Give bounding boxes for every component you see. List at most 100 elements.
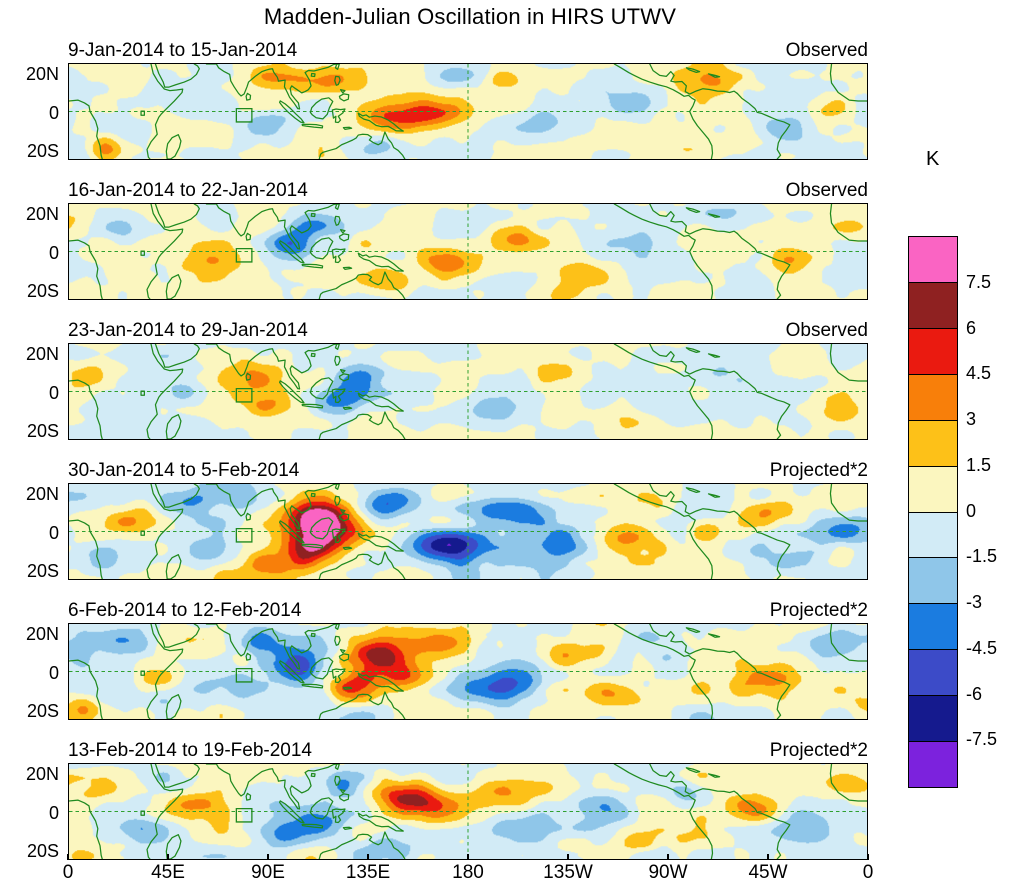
panel-date-range: 16-Jan-2014 to 22-Jan-2014 bbox=[68, 180, 308, 201]
coastline-path bbox=[335, 776, 340, 785]
coastline-path bbox=[332, 669, 345, 682]
coastline-path bbox=[335, 356, 340, 365]
coastline-path bbox=[709, 354, 720, 357]
colorbar-tick-label: -7.5 bbox=[966, 729, 998, 750]
x-axis-tick-label: 135E bbox=[345, 862, 391, 883]
coastline-path bbox=[246, 793, 250, 800]
panel-header: 16-Jan-2014 to 22-Jan-2014 Observed bbox=[68, 176, 868, 203]
y-axis-tick-label: 20N bbox=[25, 623, 59, 644]
coastline-path bbox=[335, 204, 339, 209]
x-axis-tick-label: 90W bbox=[648, 862, 688, 883]
x-axis-tick bbox=[767, 854, 769, 860]
coastline-path bbox=[206, 204, 278, 236]
coastline-path bbox=[737, 793, 790, 859]
panel-date-range: 13-Feb-2014 to 19-Feb-2014 bbox=[68, 740, 312, 761]
map-area: 20N 0 20S bbox=[26, 203, 868, 301]
coastline-path bbox=[280, 521, 304, 543]
colorbar-band bbox=[909, 695, 957, 742]
coastline-path bbox=[830, 64, 867, 159]
map-overlay bbox=[69, 344, 867, 439]
coastline-path bbox=[246, 653, 250, 660]
coastline-path bbox=[166, 135, 181, 159]
coastline-path bbox=[290, 624, 337, 669]
panel-header: 13-Feb-2014 to 19-Feb-2014 Projected*2 bbox=[68, 736, 868, 763]
coastline-path bbox=[141, 111, 144, 115]
coastline-path bbox=[166, 415, 181, 439]
coastline-path bbox=[246, 233, 250, 240]
coastline-path bbox=[737, 93, 790, 159]
panel-mode-label: Observed bbox=[785, 180, 868, 201]
colorbar-band bbox=[909, 237, 957, 282]
panel-header: 6-Feb-2014 to 12-Feb-2014 Projected*2 bbox=[68, 596, 868, 623]
coastline-path bbox=[147, 344, 183, 439]
coastline-path bbox=[280, 801, 304, 823]
coastline-path bbox=[358, 393, 403, 411]
coastline-path bbox=[343, 267, 351, 269]
coastline-path bbox=[830, 204, 867, 299]
map-overlay bbox=[69, 764, 867, 859]
coastline-path bbox=[278, 360, 299, 389]
panel-header: 23-Jan-2014 to 29-Jan-2014 Observed bbox=[68, 316, 868, 343]
y-axis-tick-label: 20S bbox=[26, 701, 59, 722]
x-axis-tick-label: 135W bbox=[543, 862, 593, 883]
coastline-path bbox=[332, 249, 345, 262]
colorbar-tick-label: 4.5 bbox=[966, 363, 992, 384]
figure-title: Madden-Julian Oscillation in HIRS UTWV bbox=[263, 4, 677, 29]
coastline-path bbox=[206, 64, 278, 96]
coastline-path bbox=[339, 94, 348, 101]
coastline-path bbox=[339, 374, 348, 381]
coastline-path bbox=[319, 692, 405, 719]
y-axis-tick-label: 20N bbox=[25, 63, 59, 84]
panel-date-range: 23-Jan-2014 to 29-Jan-2014 bbox=[68, 320, 308, 341]
reference-box-marker bbox=[236, 669, 252, 682]
coastline-path bbox=[341, 790, 345, 793]
coastline-path bbox=[335, 216, 340, 225]
coastline-path bbox=[246, 373, 250, 380]
coastline-path bbox=[69, 764, 102, 859]
coastline-path bbox=[246, 513, 250, 520]
coastline-path bbox=[343, 127, 351, 129]
coastline-path bbox=[335, 76, 340, 85]
coastline-path bbox=[206, 484, 278, 516]
coastline-path bbox=[310, 98, 332, 119]
coastline-path bbox=[141, 811, 144, 815]
x-axis-tick bbox=[667, 854, 669, 860]
coastline-path bbox=[686, 488, 699, 493]
coastline-path bbox=[166, 275, 181, 299]
coastline-path bbox=[709, 74, 720, 77]
map-area: 20N 0 20S bbox=[26, 763, 868, 861]
coastline-path bbox=[358, 113, 403, 131]
y-axis-tick-label: 0 bbox=[48, 802, 59, 823]
coastline-path bbox=[358, 533, 403, 551]
map-panel-1: 9-Jan-2014 to 15-Jan-2014 Observed 20N 0 20S bbox=[26, 36, 868, 161]
coastline-path bbox=[686, 628, 699, 633]
map-panel-4: 30-Jan-2014 to 5-Feb-2014 Projected*2 20N 0… bbox=[26, 456, 868, 581]
y-axis-tick-label: 0 bbox=[48, 382, 59, 403]
panel-header: 9-Jan-2014 to 15-Jan-2014 Observed bbox=[68, 36, 868, 63]
y-axis-tick-label: 20N bbox=[25, 203, 59, 224]
colorbar-tick-label: -1.5 bbox=[966, 546, 998, 567]
coastline-path bbox=[335, 764, 339, 769]
coastline-path bbox=[339, 794, 348, 801]
coastline-path bbox=[290, 344, 337, 389]
coastline-path bbox=[69, 344, 102, 439]
colorbar-band bbox=[909, 649, 957, 696]
map-panel-5: 6-Feb-2014 to 12-Feb-2014 Projected*2 20N 0… bbox=[26, 596, 868, 721]
coastline-path bbox=[302, 124, 322, 127]
coastline-path bbox=[206, 344, 278, 376]
coastline-path bbox=[69, 204, 102, 299]
coastline-path bbox=[737, 233, 790, 299]
y-axis-tick-label: 20S bbox=[26, 281, 59, 302]
coastline-path bbox=[246, 93, 250, 100]
x-axis-tick bbox=[67, 854, 69, 860]
coastline-path bbox=[319, 132, 405, 159]
y-axis-tick-label: 20S bbox=[26, 841, 59, 862]
coastline-path bbox=[339, 514, 348, 521]
coastline-path bbox=[830, 484, 867, 579]
y-axis-tick-label: 0 bbox=[48, 662, 59, 683]
coastline-path bbox=[290, 484, 337, 529]
colorbar-tick-label: -4.5 bbox=[966, 637, 998, 658]
coastline-path bbox=[302, 404, 322, 407]
coastline-path bbox=[302, 544, 322, 547]
